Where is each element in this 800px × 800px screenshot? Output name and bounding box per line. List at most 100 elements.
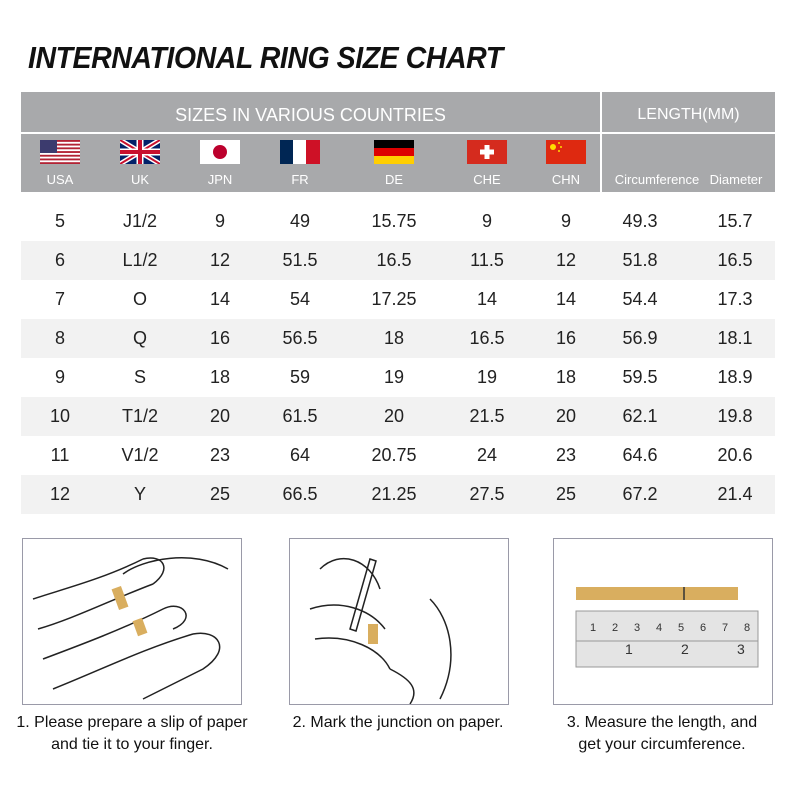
country-label: CHN	[551, 172, 581, 187]
uk-flag-icon	[120, 140, 160, 164]
table-cell: 54.4	[622, 289, 658, 309]
table-cell: 23	[209, 445, 231, 465]
table-row: 11 V1/2 23 64 20.75 24 23 64.6 20.6	[21, 436, 775, 475]
table-cell: 54	[289, 289, 311, 309]
divider	[600, 92, 602, 192]
table-cell: 9	[560, 211, 571, 231]
table-cell: 21.25	[371, 484, 417, 504]
table-cell: 16.5	[717, 250, 753, 270]
ruler-mark: 3	[634, 622, 641, 634]
table-row: 12 Y 25 66.5 21.25 27.5 25 67.2 21.4	[21, 475, 775, 514]
table-row: 7 O 14 54 17.25 14 14 54.4 17.3	[21, 280, 775, 319]
table-cell: 18.9	[717, 367, 753, 387]
table-cell: 19	[476, 367, 498, 387]
table-cell: 67.2	[622, 484, 658, 504]
table-cell: 21.4	[717, 484, 753, 504]
table-cell: 19	[383, 367, 405, 387]
table-cell: S	[133, 367, 146, 387]
hand-with-paper-icon	[32, 557, 229, 700]
table-row: 6 L1/2 12 51.5 16.5 11.5 12 51.8 16.5	[21, 241, 775, 280]
us-flag-icon	[40, 140, 80, 164]
table-cell: 59.5	[622, 367, 658, 387]
table-cell: 20.6	[717, 445, 753, 465]
table-cell: 51.8	[622, 250, 658, 270]
table-cell: 19.8	[717, 406, 753, 426]
table-cell: 20	[209, 406, 231, 426]
table-cell: 18	[209, 367, 231, 387]
china-flag-icon	[546, 140, 586, 164]
table-header: SIZES IN VARIOUS COUNTRIES LENGTH(MM) US…	[21, 92, 775, 192]
ruler-mark: 3	[737, 641, 745, 657]
table-cell: 7	[54, 289, 65, 309]
table-cell: O	[132, 289, 147, 309]
table-cell: 18	[555, 367, 577, 387]
table-cell: 66.5	[282, 484, 318, 504]
sizes-band-label: SIZES IN VARIOUS COUNTRIES	[175, 105, 446, 125]
table-cell: 27.5	[469, 484, 505, 504]
table-cell: 9	[54, 367, 65, 387]
table-cell: 5	[54, 211, 65, 231]
table-cell: 59	[289, 367, 311, 387]
table-cell: 15.75	[371, 211, 417, 231]
step3-caption: 3. Measure the length, and get your circu…	[566, 714, 758, 753]
table-cell: 11	[50, 445, 70, 465]
table-cell: 9	[481, 211, 492, 231]
ruler-mark: 2	[681, 641, 689, 657]
table-cell: 14	[555, 289, 577, 309]
ruler-mark: 8	[744, 622, 751, 634]
table-cell: T1/2	[121, 406, 159, 426]
diameter-header: Diameter	[709, 172, 763, 187]
table-cell: 18.1	[717, 328, 753, 348]
length-band-label: LENGTH(MM)	[637, 106, 740, 123]
country-label: FR	[291, 172, 309, 187]
ruler-mark: 2	[612, 622, 619, 634]
country-label: USA	[46, 172, 74, 187]
table-cell: 62.1	[622, 406, 658, 426]
table-cell: 8	[54, 328, 65, 348]
table-cell: 16.5	[376, 250, 412, 270]
step3-illustration	[553, 538, 773, 705]
table-cell: V1/2	[121, 445, 159, 465]
table-cell: 17.3	[717, 289, 753, 309]
table-cell: Q	[132, 328, 147, 348]
france-flag-icon	[280, 140, 320, 164]
table-row: 5 J1/2 9 49 15.75 9 9 49.3 15.7	[21, 202, 775, 241]
table-row: 10 T1/2 20 61.5 20 21.5 20 62.1 19.8	[21, 397, 775, 436]
table-cell: 14	[209, 289, 231, 309]
table-cell: 6	[54, 250, 65, 270]
ruler-mark: 7	[722, 622, 729, 634]
step2-illustration	[289, 538, 509, 705]
table-cell: 20	[555, 406, 577, 426]
table-cell: 12	[555, 250, 577, 270]
step2-caption: 2. Mark the junction on paper.	[292, 714, 504, 731]
table-cell: 25	[555, 484, 577, 504]
table-cell: 23	[555, 445, 577, 465]
table-cell: 25	[209, 484, 231, 504]
table-cell: 64.6	[622, 445, 658, 465]
divider	[21, 132, 775, 134]
table-cell: 51.5	[282, 250, 318, 270]
ruler-mark: 5	[678, 622, 685, 634]
country-label: JPN	[207, 172, 233, 187]
ruler-icon	[575, 587, 759, 668]
circumference-header: Circumference	[614, 172, 700, 187]
table-cell: 17.25	[371, 289, 417, 309]
table-cell: 9	[214, 211, 225, 231]
table-cell: 49	[289, 211, 311, 231]
step1-illustration	[22, 538, 242, 705]
table-cell: 56.5	[282, 328, 318, 348]
marking-pen-icon	[309, 558, 452, 705]
table-cell: 20	[383, 406, 405, 426]
table-cell: Y	[133, 484, 146, 504]
table-cell: 49.3	[622, 211, 658, 231]
table-cell: 15.7	[717, 211, 753, 231]
ruler-mark: 1	[590, 622, 597, 634]
germany-flag-icon	[374, 140, 414, 164]
table-cell: 21.5	[469, 406, 505, 426]
country-label: UK	[130, 172, 150, 187]
table-cell: 12	[209, 250, 231, 270]
ruler-mark: 1	[625, 641, 633, 657]
table-row: 9 S 18 59 19 19 18 59.5 18.9	[21, 358, 775, 397]
table-cell: 16.5	[469, 328, 505, 348]
table-cell: 61.5	[282, 406, 318, 426]
